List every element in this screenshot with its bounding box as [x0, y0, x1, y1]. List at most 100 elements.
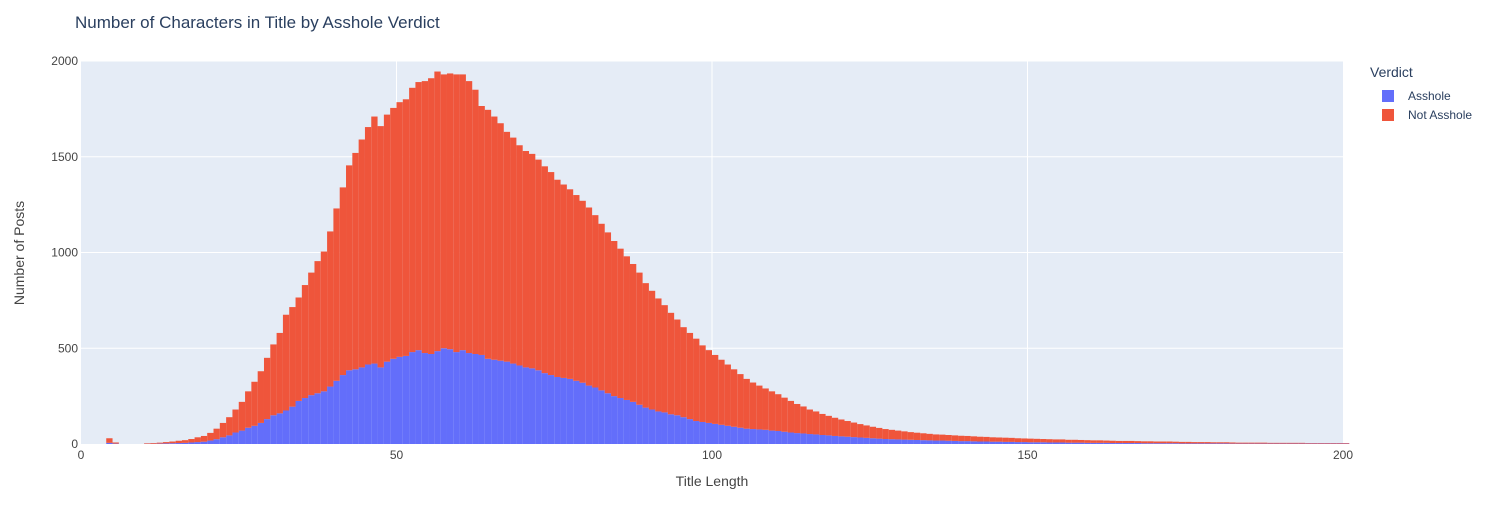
- bar-asshole[interactable]: [680, 417, 687, 444]
- bar-asshole[interactable]: [686, 419, 694, 444]
- bar-not-asshole[interactable]: [1279, 442, 1287, 444]
- bar-not-asshole[interactable]: [1040, 439, 1047, 443]
- bar-not-asshole[interactable]: [276, 332, 283, 414]
- bar-not-asshole[interactable]: [301, 285, 309, 399]
- bar-not-asshole[interactable]: [882, 429, 889, 440]
- bar-asshole[interactable]: [1046, 442, 1053, 444]
- bar-asshole[interactable]: [415, 350, 422, 444]
- bar-asshole[interactable]: [573, 380, 580, 444]
- bar-asshole[interactable]: [484, 358, 492, 444]
- bar-asshole[interactable]: [1033, 442, 1041, 444]
- bar-not-asshole[interactable]: [1052, 439, 1060, 443]
- bar-not-asshole[interactable]: [623, 256, 630, 400]
- bar-not-asshole[interactable]: [876, 427, 883, 439]
- bar-asshole[interactable]: [787, 432, 795, 444]
- bar-not-asshole[interactable]: [629, 263, 637, 402]
- bar-not-asshole[interactable]: [112, 442, 119, 444]
- bar-not-asshole[interactable]: [995, 437, 1003, 442]
- bar-asshole[interactable]: [882, 439, 889, 444]
- bar-not-asshole[interactable]: [270, 344, 277, 416]
- bar-asshole[interactable]: [1141, 443, 1148, 444]
- bar-asshole[interactable]: [251, 425, 258, 444]
- bar-not-asshole[interactable]: [453, 74, 460, 353]
- bar-asshole[interactable]: [1077, 442, 1085, 444]
- bar-asshole[interactable]: [169, 443, 176, 444]
- bar-not-asshole[interactable]: [1109, 440, 1116, 444]
- bar-not-asshole[interactable]: [1178, 441, 1186, 444]
- bar-not-asshole[interactable]: [1021, 438, 1028, 443]
- bar-not-asshole[interactable]: [459, 74, 466, 351]
- bar-asshole[interactable]: [106, 442, 113, 444]
- bar-not-asshole[interactable]: [383, 114, 391, 362]
- bar-not-asshole[interactable]: [1071, 439, 1078, 443]
- bar-not-asshole[interactable]: [913, 432, 921, 440]
- bar-not-asshole[interactable]: [390, 107, 397, 359]
- bar-asshole[interactable]: [238, 430, 246, 444]
- bars-group[interactable]: [106, 71, 1350, 444]
- bar-asshole[interactable]: [705, 422, 712, 444]
- bar-not-asshole[interactable]: [163, 442, 170, 444]
- bar-not-asshole[interactable]: [1134, 441, 1142, 444]
- bar-asshole[interactable]: [977, 441, 984, 444]
- bar-asshole[interactable]: [629, 401, 637, 444]
- bar-asshole[interactable]: [1223, 443, 1230, 444]
- bar-asshole[interactable]: [1002, 441, 1009, 444]
- bar-not-asshole[interactable]: [1090, 440, 1097, 443]
- bar-not-asshole[interactable]: [648, 290, 656, 410]
- bar-asshole[interactable]: [1204, 443, 1211, 444]
- bar-not-asshole[interactable]: [156, 442, 164, 444]
- bar-asshole[interactable]: [497, 360, 504, 444]
- bar-not-asshole[interactable]: [1008, 437, 1015, 442]
- bar-not-asshole[interactable]: [289, 307, 296, 407]
- bar-asshole[interactable]: [1216, 443, 1224, 444]
- bar-asshole[interactable]: [491, 359, 498, 444]
- bar-not-asshole[interactable]: [1115, 440, 1123, 444]
- bar-not-asshole[interactable]: [529, 153, 536, 369]
- bar-asshole[interactable]: [314, 393, 321, 444]
- bar-not-asshole[interactable]: [364, 127, 372, 365]
- bar-not-asshole[interactable]: [1103, 440, 1110, 443]
- bar-not-asshole[interactable]: [1002, 437, 1009, 442]
- bar-not-asshole[interactable]: [1267, 442, 1274, 444]
- bar-not-asshole[interactable]: [680, 327, 687, 418]
- bar-not-asshole[interactable]: [245, 391, 252, 428]
- bar-not-asshole[interactable]: [1254, 442, 1261, 444]
- bar-not-asshole[interactable]: [1223, 442, 1230, 444]
- bar-asshole[interactable]: [1027, 442, 1034, 444]
- bar-not-asshole[interactable]: [1210, 442, 1217, 444]
- bar-not-asshole[interactable]: [181, 440, 189, 443]
- bar-asshole[interactable]: [213, 439, 220, 444]
- bar-not-asshole[interactable]: [932, 434, 940, 441]
- bar-asshole[interactable]: [958, 441, 965, 444]
- bar-asshole[interactable]: [712, 423, 719, 444]
- bar-asshole[interactable]: [333, 380, 340, 444]
- bar-not-asshole[interactable]: [812, 411, 820, 435]
- bar-asshole[interactable]: [762, 429, 769, 444]
- bar-asshole[interactable]: [1109, 443, 1116, 444]
- bar-asshole[interactable]: [806, 434, 813, 444]
- bar-not-asshole[interactable]: [787, 400, 795, 433]
- bar-asshole[interactable]: [1115, 443, 1123, 444]
- bar-not-asshole[interactable]: [1317, 443, 1325, 444]
- bar-asshole[interactable]: [276, 413, 283, 444]
- bar-asshole[interactable]: [1166, 443, 1173, 444]
- bar-not-asshole[interactable]: [958, 435, 965, 442]
- bar-asshole[interactable]: [1172, 443, 1179, 444]
- bar-not-asshole[interactable]: [775, 394, 782, 431]
- bar-asshole[interactable]: [308, 395, 315, 444]
- bar-not-asshole[interactable]: [194, 437, 201, 443]
- bar-asshole[interactable]: [737, 427, 744, 444]
- bar-not-asshole[interactable]: [585, 207, 593, 386]
- bar-not-asshole[interactable]: [1191, 442, 1198, 444]
- bar-not-asshole[interactable]: [1014, 438, 1022, 443]
- bar-not-asshole[interactable]: [1059, 439, 1066, 443]
- bar-not-asshole[interactable]: [238, 401, 246, 431]
- bar-not-asshole[interactable]: [1096, 440, 1104, 443]
- bar-not-asshole[interactable]: [314, 261, 321, 394]
- bar-not-asshole[interactable]: [718, 359, 725, 425]
- bar-asshole[interactable]: [945, 440, 952, 444]
- bar-asshole[interactable]: [812, 434, 820, 444]
- bar-not-asshole[interactable]: [1216, 442, 1224, 444]
- bar-asshole[interactable]: [598, 390, 605, 444]
- bar-asshole[interactable]: [522, 367, 530, 444]
